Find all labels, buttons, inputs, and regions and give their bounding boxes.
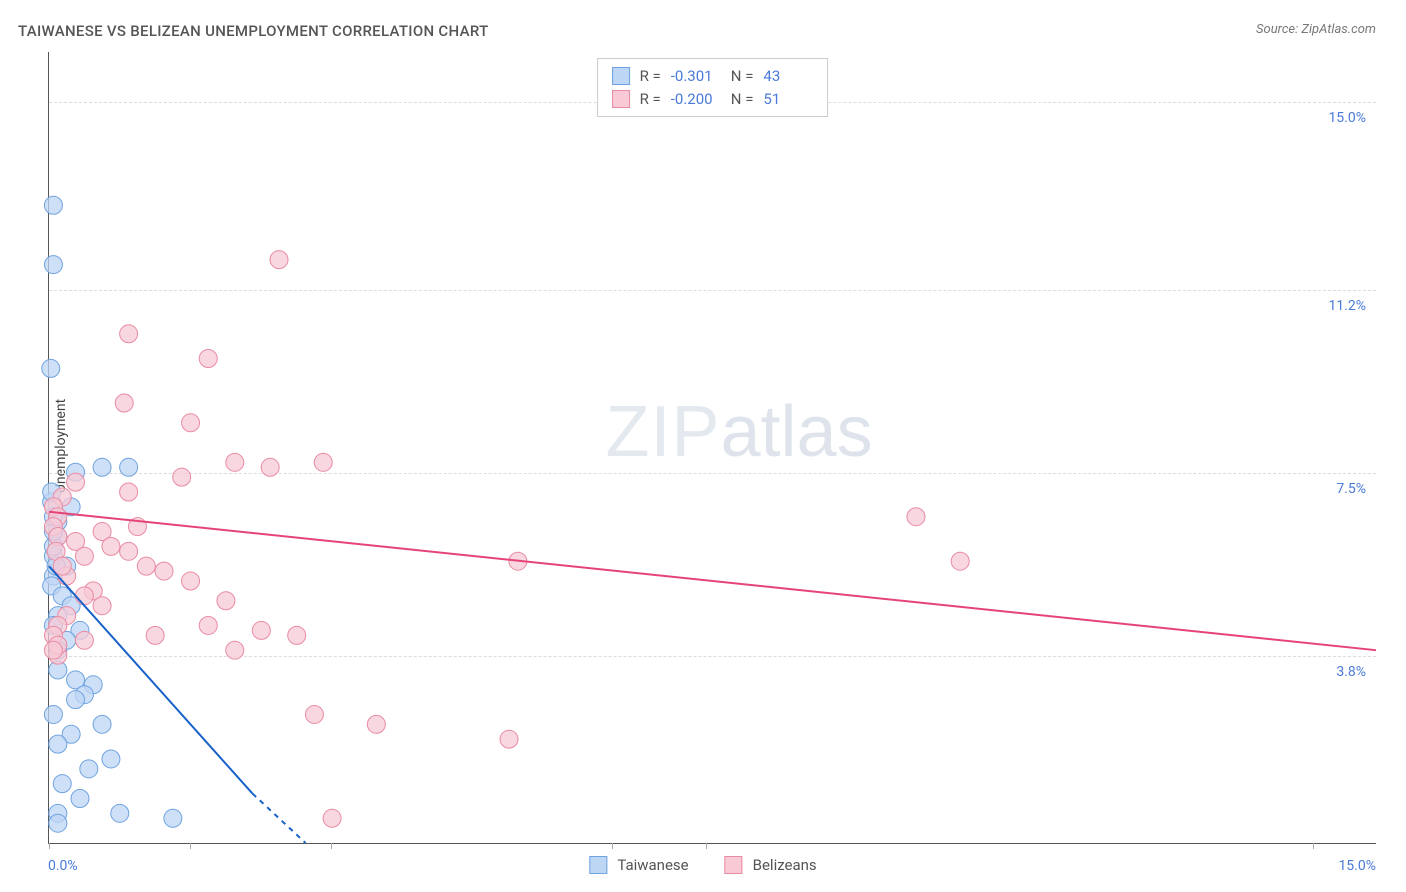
data-point <box>907 508 925 526</box>
data-point <box>75 547 93 565</box>
data-point <box>120 325 138 343</box>
data-point <box>173 468 191 486</box>
r-value: -0.200 <box>671 88 721 111</box>
data-point <box>314 453 332 471</box>
n-value: 51 <box>763 88 813 111</box>
data-point <box>93 597 111 615</box>
legend-swatch <box>725 856 743 874</box>
data-point <box>80 760 98 778</box>
y-tick-label: 15.0% <box>1328 110 1366 126</box>
n-value: 43 <box>763 65 813 88</box>
data-point <box>93 715 111 733</box>
r-label: R = <box>640 88 661 111</box>
data-point <box>146 626 164 644</box>
legend-label: Belizeans <box>753 856 817 874</box>
data-point <box>199 350 217 368</box>
y-tick-label: 11.2% <box>1328 298 1366 314</box>
correlation-row: R = -0.301 N = 43 <box>612 65 814 88</box>
data-point <box>120 458 138 476</box>
data-point <box>182 414 200 432</box>
data-point <box>93 458 111 476</box>
data-point <box>67 691 85 709</box>
series-swatch <box>612 67 630 85</box>
data-point <box>120 483 138 501</box>
x-axis-max-label: 15.0% <box>1338 858 1376 874</box>
n-label: N = <box>731 65 754 88</box>
data-point <box>42 359 60 377</box>
data-point <box>305 705 323 723</box>
data-point <box>217 592 235 610</box>
x-axis-min-label: 0.0% <box>48 858 78 874</box>
data-point <box>75 631 93 649</box>
data-point <box>44 641 62 659</box>
legend-swatch <box>589 856 607 874</box>
chart-title: TAIWANESE VS BELIZEAN UNEMPLOYMENT CORRE… <box>18 22 489 40</box>
data-point <box>155 562 173 580</box>
data-point <box>199 616 217 634</box>
data-point <box>53 775 71 793</box>
data-point <box>270 251 288 269</box>
r-value: -0.301 <box>671 65 721 88</box>
data-point <box>120 542 138 560</box>
data-point <box>367 715 385 733</box>
correlation-legend: R = -0.301 N = 43 R = -0.200 N = 51 <box>597 58 829 117</box>
data-point <box>49 735 67 753</box>
y-tick-label: 7.5% <box>1336 481 1366 497</box>
r-label: R = <box>640 65 661 88</box>
chart-svg <box>49 52 1376 843</box>
data-point <box>226 641 244 659</box>
series-swatch <box>612 90 630 108</box>
data-point <box>115 394 133 412</box>
data-point <box>323 809 341 827</box>
data-point <box>53 557 71 575</box>
data-point <box>44 256 62 274</box>
data-point <box>49 814 67 832</box>
data-point <box>500 730 518 748</box>
data-point <box>951 552 969 570</box>
data-point <box>164 809 182 827</box>
data-point <box>44 705 62 723</box>
trend-line <box>49 512 1376 650</box>
data-point <box>102 537 120 555</box>
data-point <box>102 750 120 768</box>
data-point <box>111 804 129 822</box>
source-attribution: Source: ZipAtlas.com <box>1256 22 1376 37</box>
trend-line-extrapolated <box>252 794 305 843</box>
data-point <box>137 557 155 575</box>
n-label: N = <box>731 88 754 111</box>
y-tick-label: 3.8% <box>1336 664 1366 680</box>
data-point <box>252 621 270 639</box>
data-point <box>288 626 306 644</box>
correlation-row: R = -0.200 N = 51 <box>612 88 814 111</box>
data-point <box>71 790 89 808</box>
data-point <box>67 473 85 491</box>
legend-item: Taiwanese <box>589 856 688 874</box>
data-point <box>44 196 62 214</box>
data-point <box>261 458 279 476</box>
plot-area: ZIPatlas R = -0.301 N = 43 R = -0.200 N … <box>48 52 1376 844</box>
data-point <box>75 587 93 605</box>
series-legend: Taiwanese Belizeans <box>589 856 816 874</box>
data-point <box>182 572 200 590</box>
legend-item: Belizeans <box>725 856 817 874</box>
legend-label: Taiwanese <box>617 856 688 874</box>
data-point <box>226 453 244 471</box>
